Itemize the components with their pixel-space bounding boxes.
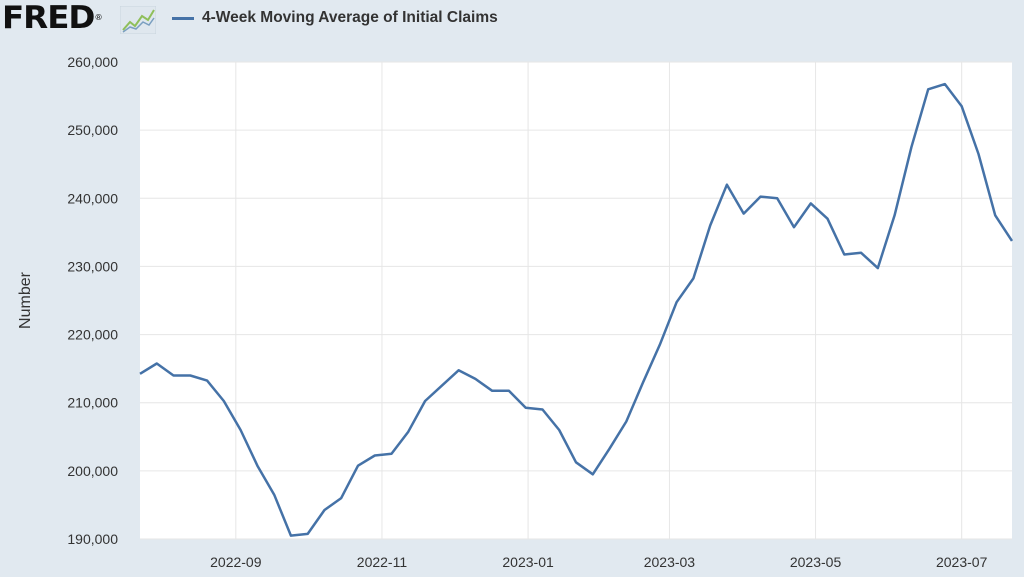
line-graph-icon [120, 6, 156, 34]
gridlines [140, 61, 1012, 540]
registered-mark: ® [94, 13, 102, 22]
y-tick-label: 230,000 [67, 258, 118, 274]
legend-swatch [172, 16, 194, 20]
x-tick-label: 2023-05 [790, 554, 842, 570]
y-tick-label: 240,000 [67, 190, 118, 206]
x-tick-label: 2023-07 [936, 554, 988, 570]
y-tick-label: 260,000 [67, 54, 118, 70]
y-tick-label: 200,000 [67, 463, 118, 479]
plot-area [140, 62, 1012, 539]
fred-logo[interactable]: FRED® [2, 0, 103, 36]
y-axis: 190,000 200,000 210,000 220,000 230,000 240,0… [67, 54, 118, 547]
y-tick-label: 190,000 [67, 531, 118, 547]
header: FRED® 4-Week Moving Average of Initial C… [0, 0, 1024, 44]
x-tick-label: 2022-09 [210, 554, 262, 570]
series-line[interactable] [139, 82, 1014, 537]
x-tick-label: 2022-11 [357, 554, 408, 570]
y-axis-title: Number [17, 271, 34, 329]
y-tick-label: 210,000 [67, 395, 118, 411]
x-axis: 2022-09 2022-11 2023-01 2023-03 2023-05 2023-… [210, 554, 987, 570]
legend[interactable]: 4-Week Moving Average of Initial Claims [172, 8, 498, 28]
y-tick-label: 250,000 [67, 122, 118, 138]
x-tick-label: 2023-03 [644, 554, 696, 570]
logo-text: FRED [2, 0, 95, 36]
x-tick-label: 2023-01 [502, 554, 554, 570]
legend-label: 4-Week Moving Average of Initial Claims [202, 9, 498, 26]
y-tick-label: 220,000 [67, 327, 118, 343]
